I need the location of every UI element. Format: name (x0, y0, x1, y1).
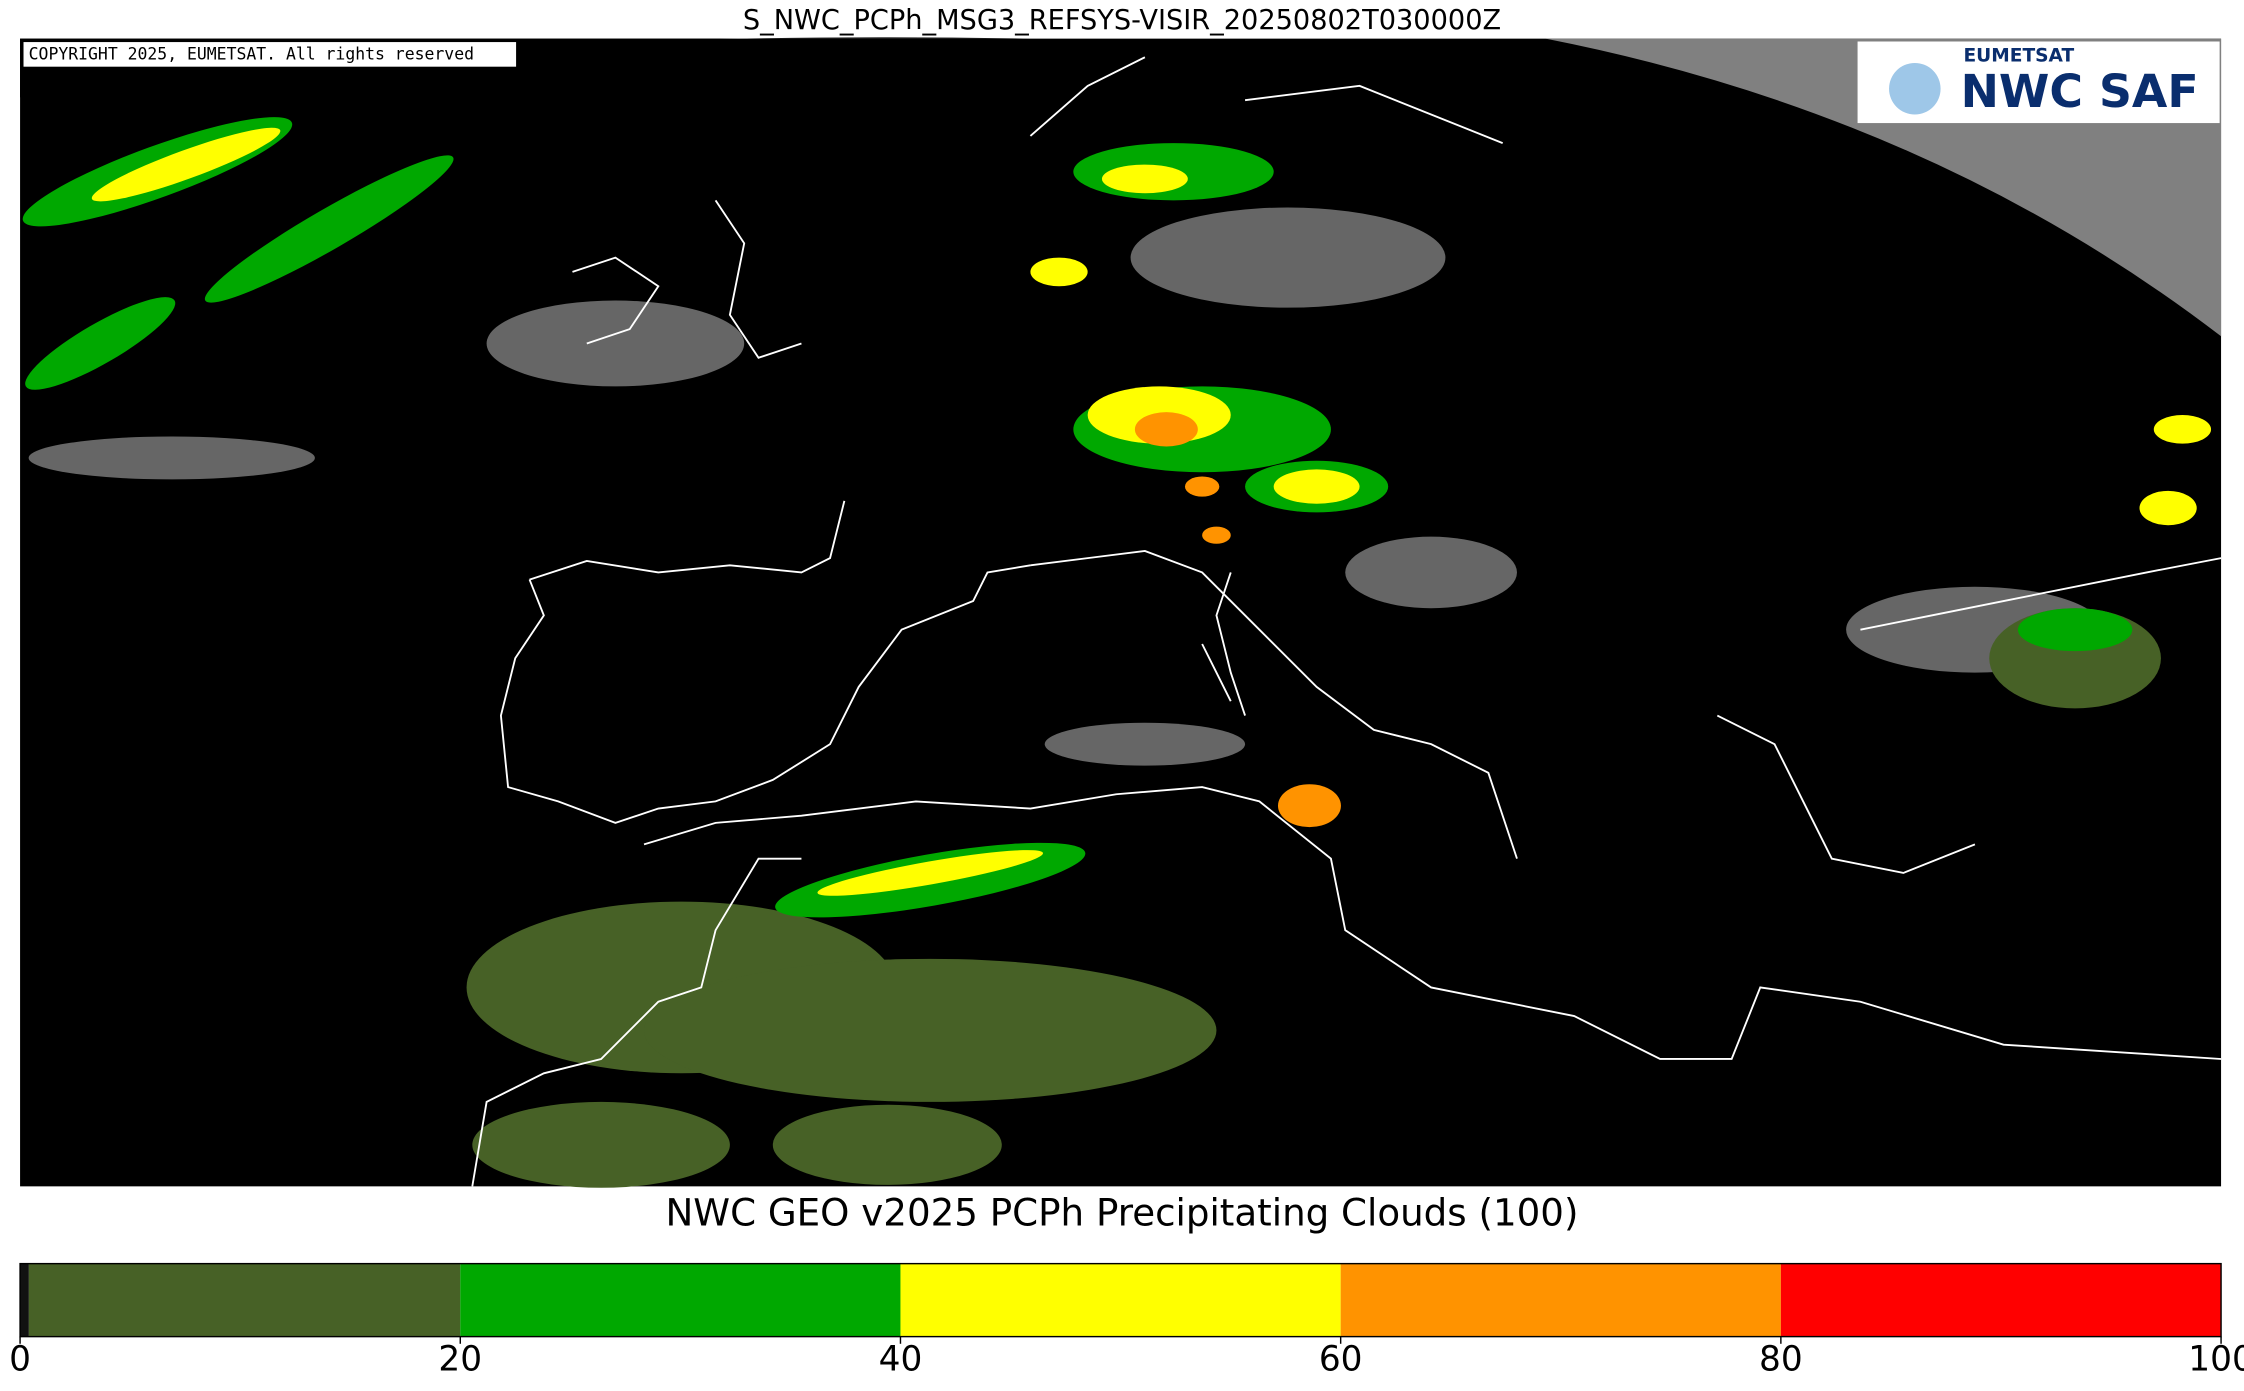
tick-label: 0 (9, 1339, 31, 1379)
tick-label: 60 (1319, 1339, 1363, 1379)
logo-org: EUMETSAT (1963, 45, 2074, 66)
tick-label: 20 (438, 1339, 482, 1379)
colorbar: 0 20 40 60 80 100 (9, 1262, 2244, 1379)
colorbar-title: NWC GEO v2025 PCPh Precipitating Clouds … (666, 1190, 1579, 1234)
figure-title: S_NWC_PCPh_MSG3_REFSYS-VISIR_20250802T03… (743, 5, 1501, 36)
map: COPYRIGHT 2025, EUMETSAT. All rights res… (20, 37, 2222, 1188)
tick-label: 80 (1759, 1339, 1803, 1379)
precipitation (22, 117, 2212, 1188)
colorbar-segment (1340, 1263, 1781, 1337)
colorbar-segment (1780, 1263, 2222, 1337)
logo-product: NWC SAF (1961, 64, 2199, 118)
colorbar-segment (900, 1263, 1341, 1337)
colorbar-segment (28, 1263, 461, 1337)
tick-label: 40 (879, 1339, 923, 1379)
colorbar-frame (19, 1262, 2222, 1338)
copyright-box (22, 40, 518, 68)
colorbar-segment (20, 1263, 29, 1337)
coastlines (471, 56, 2222, 1187)
colorbar-segment (460, 1263, 901, 1337)
copyright: COPYRIGHT 2025, EUMETSAT. All rights res… (29, 45, 474, 64)
logo-icon (1889, 62, 1941, 115)
tick-label: 100 (2188, 1339, 2244, 1379)
